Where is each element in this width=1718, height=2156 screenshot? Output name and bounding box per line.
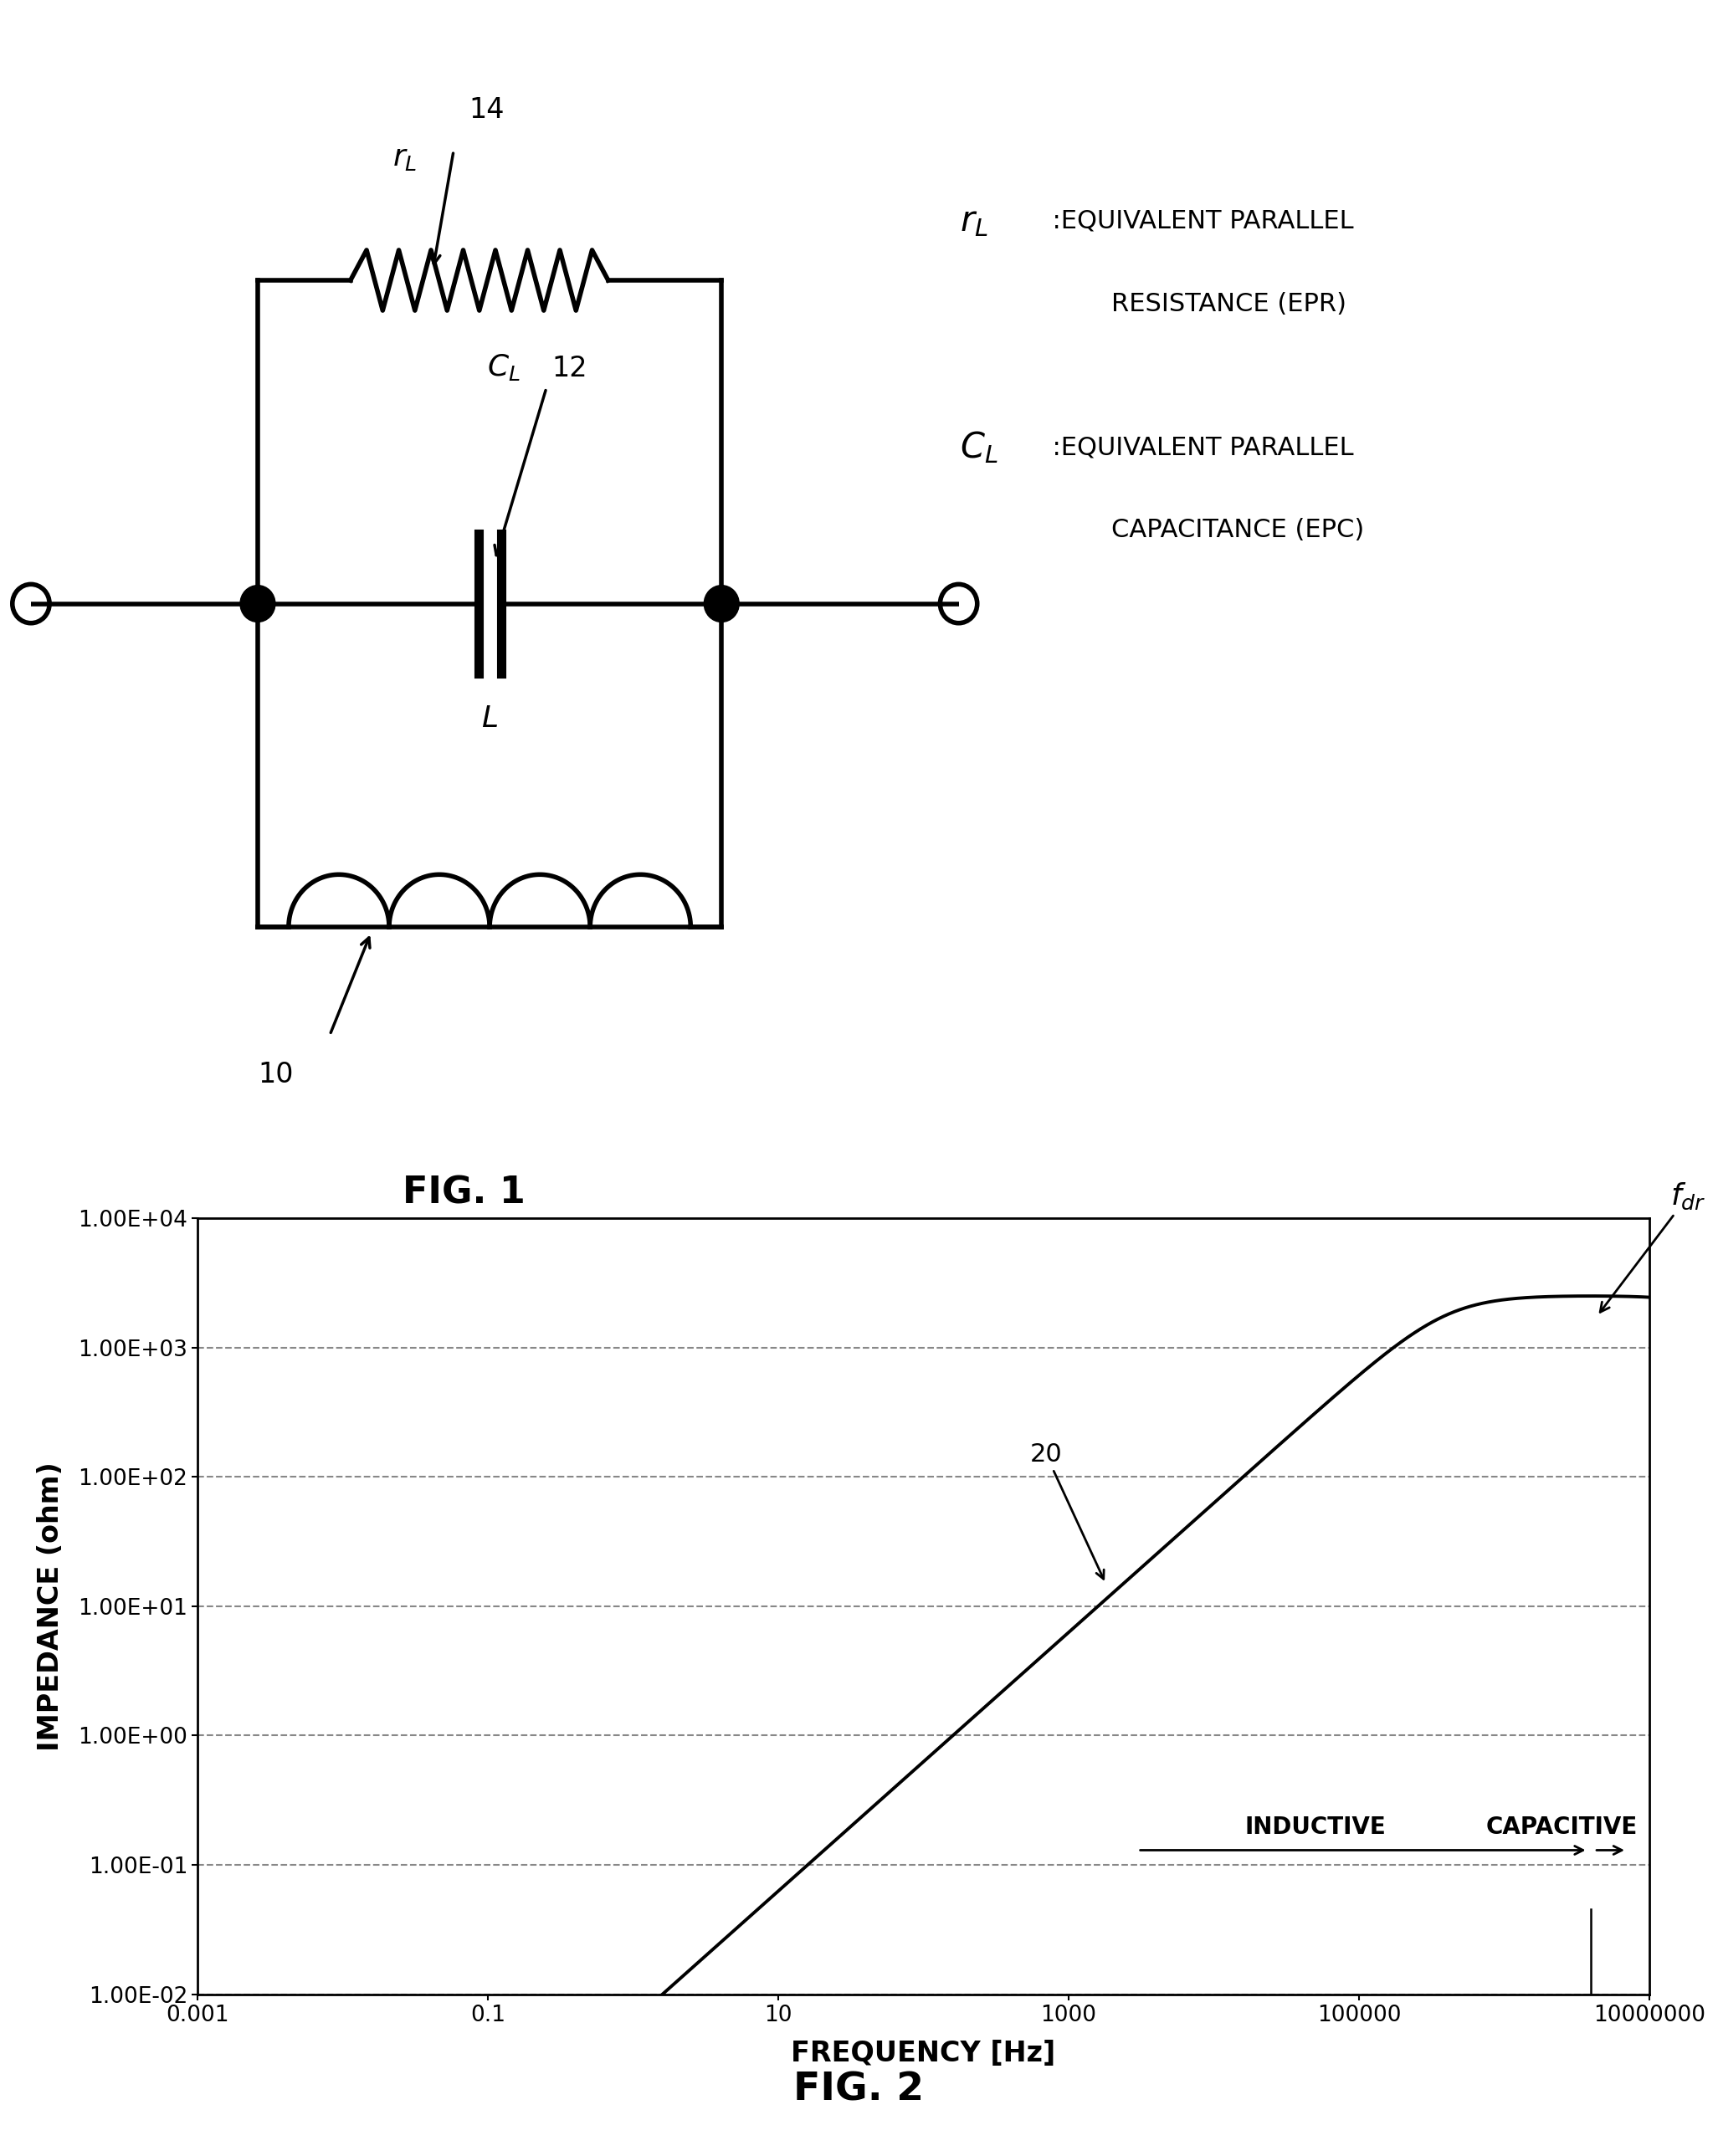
Text: $r_L$: $r_L$: [393, 144, 417, 172]
Text: $r_L$: $r_L$: [960, 203, 988, 239]
Text: $L$: $L$: [481, 705, 498, 733]
Circle shape: [704, 584, 739, 623]
Text: RESISTANCE (EPR): RESISTANCE (EPR): [1112, 291, 1347, 317]
X-axis label: FREQUENCY [Hz]: FREQUENCY [Hz]: [790, 2040, 1057, 2068]
Text: FIG. 1: FIG. 1: [402, 1175, 526, 1212]
Text: FIG. 2: FIG. 2: [794, 2072, 924, 2109]
Text: 10: 10: [258, 1061, 294, 1089]
Text: CAPACITIVE: CAPACITIVE: [1486, 1815, 1637, 1839]
Text: $C_L$: $C_L$: [488, 354, 521, 384]
Y-axis label: IMPEDANCE (ohm): IMPEDANCE (ohm): [36, 1462, 64, 1751]
Text: :EQUIVALENT PARALLEL: :EQUIVALENT PARALLEL: [1036, 436, 1354, 459]
Text: $f_{dr}$: $f_{dr}$: [1599, 1181, 1706, 1313]
Text: $C_L$: $C_L$: [960, 429, 998, 466]
Text: 20: 20: [1029, 1442, 1105, 1578]
Text: CAPACITANCE (EPC): CAPACITANCE (EPC): [1112, 517, 1364, 543]
Text: :EQUIVALENT PARALLEL: :EQUIVALENT PARALLEL: [1036, 209, 1354, 233]
Circle shape: [241, 584, 275, 623]
Text: 14: 14: [469, 97, 505, 123]
Text: INDUCTIVE: INDUCTIVE: [1244, 1815, 1386, 1839]
Text: 12: 12: [551, 356, 588, 384]
